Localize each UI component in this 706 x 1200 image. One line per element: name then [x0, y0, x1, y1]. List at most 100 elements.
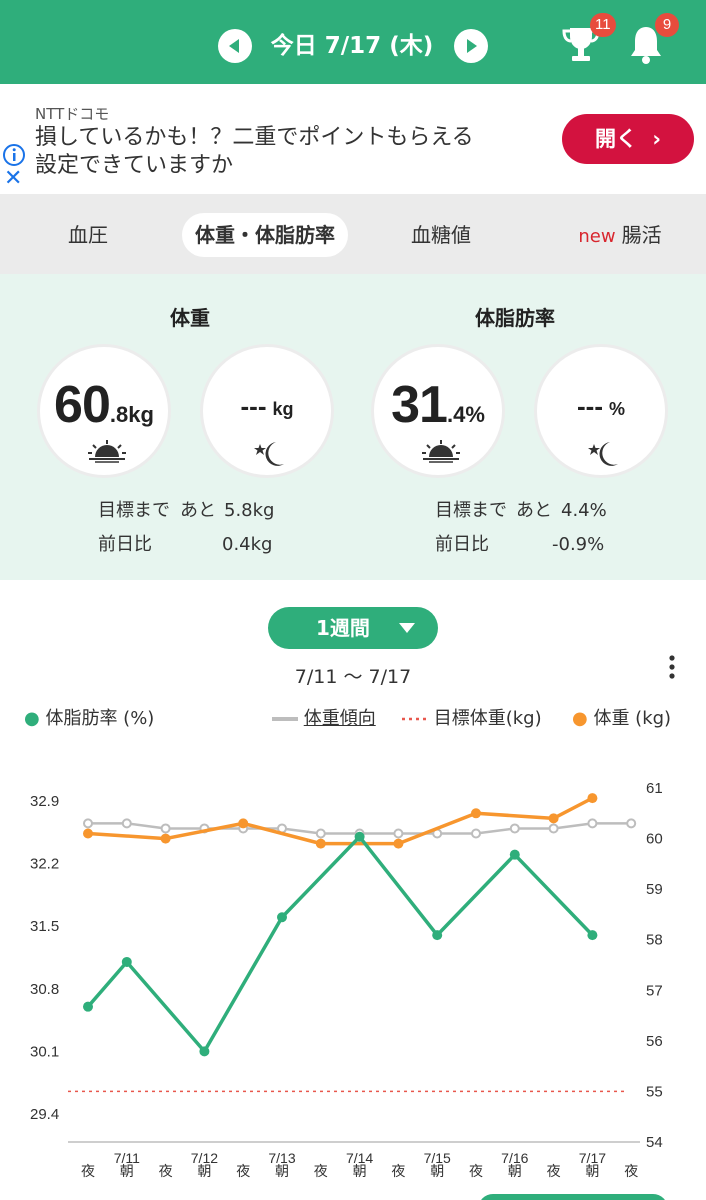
x-date-label: 7/11	[114, 1150, 140, 1166]
trend-point	[160, 823, 171, 834]
bodyfat-goal-label: 目標まで	[435, 500, 507, 521]
weight-diff-label: 前日比	[98, 534, 152, 555]
current-date: 今日 7/17 (木)	[270, 33, 434, 59]
moon-icon	[588, 442, 618, 466]
period-dropdown[interactable]: 1週間	[268, 607, 438, 649]
moon-icon	[254, 442, 284, 466]
right-axis-tick: 55	[646, 1083, 663, 1100]
right-axis-tick: 57	[646, 982, 663, 999]
value-unit: %	[608, 399, 625, 419]
sunrise-icon	[422, 440, 460, 463]
close-icon[interactable]: ✕	[4, 166, 23, 191]
bodyfat-night-circle[interactable]: ---%	[534, 344, 668, 478]
bell-icon	[631, 27, 661, 64]
tab-gut-health[interactable]: new 腸活	[560, 213, 680, 257]
left-axis-tick: 29.4	[30, 1106, 59, 1123]
next-day-button[interactable]	[454, 29, 488, 63]
trophy-badge: 11	[590, 13, 616, 37]
legend-goal[interactable]: 目標体重(kg)	[402, 707, 542, 731]
x-slot-label: 朝	[197, 1163, 211, 1179]
right-axis-tick: 56	[646, 1033, 663, 1050]
weight-diff-value: 0.4kg	[222, 534, 273, 555]
right-axis-tick: 61	[646, 780, 663, 797]
trend-point	[83, 818, 93, 829]
series-point-0	[277, 912, 287, 923]
legend-label: 目標体重(kg)	[433, 708, 542, 729]
right-axis-tick: 60	[646, 831, 663, 848]
x-date-label: 7/14	[346, 1150, 373, 1166]
x-slot-label: 夜	[469, 1163, 483, 1179]
weight-goal-value: 5.8kg	[224, 500, 275, 521]
x-slot-label: 夜	[159, 1163, 173, 1179]
value-int: 31	[391, 376, 448, 434]
ad-line-2: 設定できていますか	[35, 153, 234, 178]
tab-blood-sugar[interactable]: 血糖値	[396, 213, 486, 257]
left-axis-tick: 32.2	[30, 856, 59, 873]
header-bar: 今日 7/17 (木) 11 9	[0, 0, 706, 84]
new-tag: new	[578, 226, 616, 247]
trend-point	[393, 828, 404, 839]
trend-point	[121, 818, 132, 829]
trophy-button[interactable]	[562, 22, 600, 70]
tab-blood-pressure[interactable]: 血圧	[48, 213, 128, 257]
bottom-action-button[interactable]	[478, 1194, 668, 1200]
legend-line-gray	[272, 717, 298, 721]
series-point-0	[354, 831, 365, 842]
bodyfat-night-value: ---%	[537, 391, 665, 422]
bodyfat-goal-rest: あと	[516, 500, 552, 521]
x-slot-label: 朝	[430, 1163, 444, 1179]
x-slot-label: 朝	[508, 1163, 522, 1179]
right-axis-tick: 58	[646, 932, 663, 949]
trend-point	[626, 818, 637, 829]
weight-night-circle[interactable]: --- kg	[200, 344, 334, 478]
category-tabs: 血圧 体重・体脂肪率 血糖値 new 腸活	[0, 194, 706, 274]
trend-point	[587, 818, 598, 829]
x-slot-label: 朝	[353, 1163, 367, 1179]
legend-line-dotted-red	[402, 717, 428, 721]
value-dec: .8	[109, 402, 129, 427]
tab-label: 血糖値	[411, 223, 471, 247]
ad-open-button[interactable]: 開く ›	[562, 114, 694, 164]
x-slot-label: 朝	[275, 1163, 289, 1179]
weight-night-value: --- kg	[203, 391, 331, 422]
series-point-2	[471, 808, 481, 819]
tab-label: 体重・体脂肪率	[195, 223, 335, 247]
ad-headline: 損しているかも！？二重でポイントもらえる 設定できていますか	[35, 124, 474, 180]
trend-point	[509, 823, 520, 834]
legend-trend[interactable]: 体重傾向	[272, 707, 376, 731]
series-line-2	[87, 796, 594, 846]
x-slot-label: 夜	[624, 1163, 638, 1179]
bodyfat-diff-value: -0.9%	[552, 534, 605, 555]
bodyfat-morning-circle[interactable]: 31.4%	[371, 344, 505, 478]
ad-line-1: 損しているかも！？二重でポイントもらえる	[35, 125, 474, 150]
x-slot-label: 朝	[585, 1163, 599, 1179]
left-axis-tick: 32.9	[30, 793, 59, 810]
left-axis-tick: 30.8	[30, 981, 59, 998]
series-point-0	[432, 930, 443, 941]
legend-label: 体重傾向	[303, 708, 376, 729]
weight-goal-label: 目標まで	[98, 500, 170, 521]
trend-point	[548, 823, 559, 834]
prev-day-button[interactable]	[218, 29, 252, 63]
x-date-label: 7/13	[268, 1150, 295, 1166]
legend-weight[interactable]: ● 体重 (kg)	[572, 707, 671, 731]
x-date-label: 7/12	[191, 1150, 218, 1166]
weight-morning-value: 60.8kg	[40, 375, 168, 435]
series-point-0	[121, 956, 132, 967]
legend-dot-green: ●	[24, 708, 40, 729]
notification-button[interactable]	[628, 24, 664, 70]
x-slot-label: 夜	[236, 1163, 250, 1179]
more-options-icon[interactable]	[666, 654, 678, 682]
period-label: 1週間	[316, 616, 370, 640]
legend-bodyfat[interactable]: ● 体脂肪率 (%)	[24, 707, 154, 731]
series-point-2	[393, 838, 404, 849]
caret-down-icon	[399, 623, 415, 633]
ad-banner[interactable]: NTTドコモ 損しているかも！？二重でポイントもらえる 設定できていますか 開く…	[0, 84, 706, 194]
series-point-2	[83, 828, 93, 839]
series-point-2	[587, 793, 598, 804]
info-icon[interactable]	[2, 143, 26, 167]
tab-weight-bodyfat[interactable]: 体重・体脂肪率	[182, 213, 348, 257]
weight-morning-circle[interactable]: 60.8kg	[37, 344, 171, 478]
chevron-right-icon	[467, 39, 477, 53]
legend-label: 体脂肪率 (%)	[45, 708, 155, 729]
